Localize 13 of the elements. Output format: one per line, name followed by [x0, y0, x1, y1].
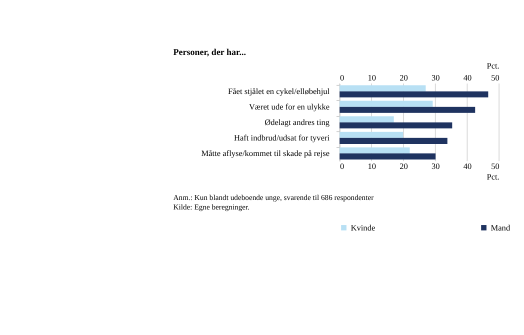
bar [340, 106, 476, 113]
bar [340, 147, 410, 154]
bar [340, 116, 394, 122]
bar [340, 122, 452, 128]
bar [340, 91, 488, 98]
bar [340, 85, 426, 92]
text: Kilde: Egne beregninger. [173, 202, 250, 212]
bar [340, 153, 436, 160]
bar [340, 138, 448, 144]
text: Personer, der har... [173, 47, 246, 58]
bar [340, 100, 433, 107]
bar [340, 132, 404, 138]
text: Anm.: Kun blandt udeboende unge, svarende til 686 respondenter [173, 192, 374, 202]
